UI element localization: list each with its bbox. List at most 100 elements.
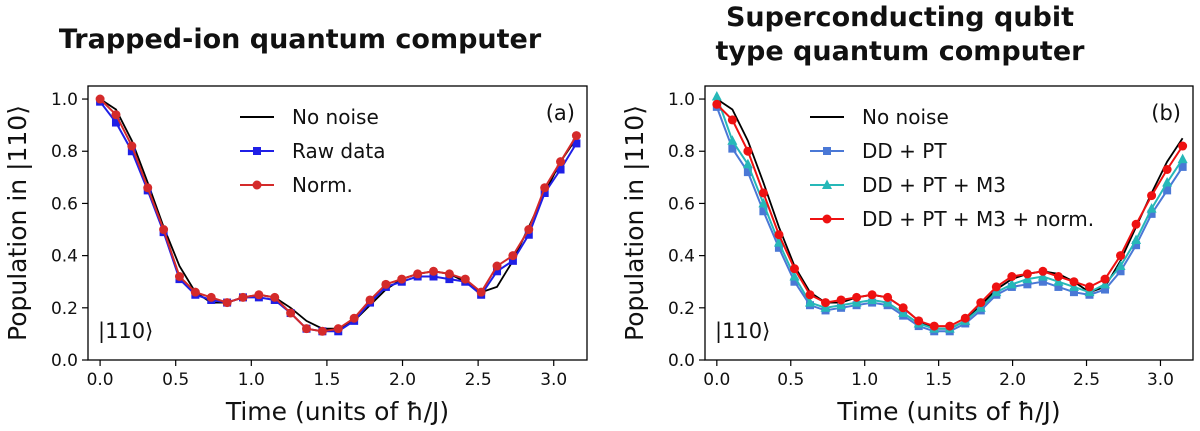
data-point (444, 269, 454, 279)
data-point (867, 290, 877, 300)
x-axis-label: Time (units of ħ/J) (836, 397, 1060, 426)
panel-label: (b) (1151, 101, 1181, 125)
data-point (1177, 153, 1188, 164)
series-b-3 (712, 99, 1188, 331)
x-tick-label: 2.0 (999, 370, 1026, 390)
state-label: |110⟩ (98, 319, 153, 344)
data-point (95, 94, 105, 104)
y-tick-label: 0.0 (51, 351, 78, 371)
data-point (805, 290, 815, 300)
data-point (540, 183, 550, 193)
data-point (743, 168, 752, 177)
data-point (127, 141, 137, 151)
data-point (774, 230, 784, 240)
x-tick-label: 0.0 (703, 370, 730, 390)
data-point (789, 264, 799, 274)
data-point (1163, 186, 1172, 195)
y-tick-label: 0.8 (51, 142, 78, 162)
data-point (743, 146, 753, 156)
data-point (413, 269, 423, 279)
x-tick-label: 1.0 (238, 370, 265, 390)
data-point (1131, 219, 1141, 229)
y-tick-label: 0.6 (51, 194, 78, 214)
legend-label: DD + PT (862, 139, 947, 163)
x-tick-label: 0.5 (777, 370, 804, 390)
data-point (789, 270, 800, 281)
data-point (571, 131, 581, 141)
data-point (317, 326, 327, 336)
data-point (727, 115, 737, 125)
data-point (270, 292, 280, 302)
data-point (127, 147, 136, 156)
data-point (111, 110, 121, 120)
data-point (1023, 280, 1032, 289)
data-point (821, 298, 831, 308)
data-point (773, 237, 784, 247)
data-point (1038, 266, 1048, 276)
data-point (238, 292, 248, 302)
y-tick-label: 0.4 (668, 247, 695, 267)
data-point (460, 274, 470, 284)
plot-frame (87, 85, 588, 361)
data-point (524, 225, 534, 235)
data-point (1084, 282, 1094, 292)
data-point (1132, 241, 1141, 250)
data-point (572, 139, 581, 148)
data-point (508, 251, 518, 261)
legend-label: DD + PT + M3 + norm. (862, 207, 1094, 231)
y-axis-label: Population in |110⟩ (620, 105, 649, 341)
data-point (254, 290, 264, 300)
y-tick-label: 0.0 (668, 351, 695, 371)
y-tick-label: 0.2 (51, 299, 78, 319)
data-point (1115, 260, 1126, 271)
data-point (540, 188, 549, 197)
data-point (1162, 177, 1173, 187)
legend-label: DD + PT + M3 (862, 173, 1006, 197)
y-tick-label: 1.0 (51, 90, 78, 110)
x-tick-label: 1.5 (925, 370, 952, 390)
data-point (1178, 141, 1188, 151)
data-point (898, 303, 908, 313)
data-point (1147, 191, 1157, 201)
data-point (381, 279, 391, 289)
data-point (397, 274, 407, 284)
state-label: |110⟩ (715, 319, 770, 344)
data-point (556, 157, 566, 167)
chart-panel-a: Trapped-ion quantum computer 0.0 0.5 1.0 1.… (3, 24, 588, 426)
chart-title-b-line-2: type quantum computer (715, 36, 1085, 67)
x-tick-label: 2.5 (465, 370, 492, 390)
data-point (945, 321, 955, 331)
data-point (493, 267, 502, 276)
data-point (1147, 209, 1156, 218)
data-point (836, 295, 846, 305)
y-tick-label: 0.2 (668, 299, 695, 319)
data-point (286, 308, 296, 318)
data-point (349, 313, 359, 323)
data-point (159, 225, 169, 235)
data-point (1038, 277, 1047, 286)
legend-marker (252, 180, 262, 190)
x-tick-label: 1.5 (313, 370, 340, 390)
data-point (883, 292, 893, 302)
data-point (222, 298, 232, 308)
data-point (929, 321, 939, 331)
data-point (728, 144, 737, 153)
data-point (1162, 165, 1172, 175)
data-point (111, 118, 120, 127)
chart-title-a: Trapped-ion quantum computer (58, 24, 542, 55)
x-tick-label: 0.5 (162, 370, 189, 390)
y-axis-label: Population in |110⟩ (3, 105, 32, 341)
legend-label: Norm. (292, 173, 353, 197)
data-point (1054, 282, 1063, 291)
y-tick-label: 0.6 (668, 194, 695, 214)
series-line (99, 98, 578, 330)
data-point (556, 165, 565, 174)
x-tick-label: 2.5 (1073, 370, 1100, 390)
legend-marker (823, 147, 831, 155)
data-point (445, 275, 454, 284)
data-point (174, 271, 184, 281)
legend-marker (822, 179, 832, 189)
data-point (1053, 271, 1063, 281)
data-point (190, 287, 200, 297)
data-point (492, 261, 502, 271)
